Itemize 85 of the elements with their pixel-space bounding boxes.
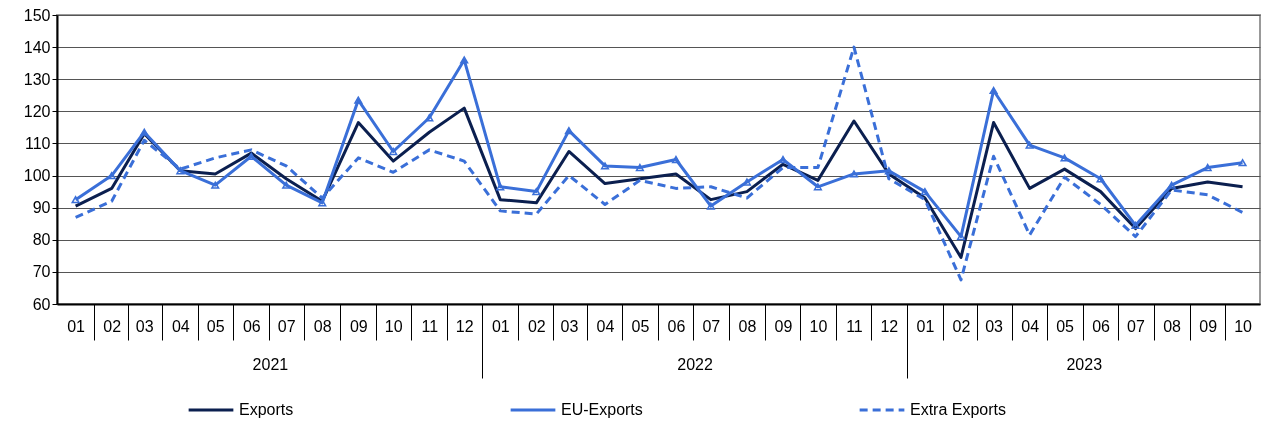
x-tick-label: 07 bbox=[702, 317, 721, 335]
point bbox=[1060, 154, 1069, 162]
y-tick-label: 150 bbox=[23, 6, 51, 24]
x-tick-label: 06 bbox=[667, 317, 686, 335]
point bbox=[107, 171, 116, 180]
y-tick-label: 90 bbox=[32, 199, 51, 217]
x-tick-label: 09 bbox=[774, 317, 793, 335]
text: 2023 bbox=[1066, 355, 1103, 373]
x-tick-label: 07 bbox=[277, 317, 296, 335]
point bbox=[706, 202, 715, 210]
point bbox=[778, 155, 788, 164]
x-tick-label: 03 bbox=[985, 317, 1004, 335]
point bbox=[460, 56, 469, 64]
x-tick-label: 01 bbox=[491, 317, 510, 335]
x-tick-label: 02 bbox=[527, 317, 546, 335]
point bbox=[1096, 175, 1105, 183]
x-tick-label: 10 bbox=[1234, 317, 1253, 335]
x-tick-label: 02 bbox=[103, 317, 122, 335]
line-series bbox=[74, 45, 1245, 282]
point bbox=[425, 114, 434, 122]
x-tick-label: 10 bbox=[809, 317, 828, 335]
x-tick-label: 07 bbox=[1127, 317, 1146, 335]
x-tick-label: 02 bbox=[952, 317, 971, 335]
point bbox=[1167, 181, 1176, 189]
point bbox=[920, 187, 930, 196]
x-tick-label: 08 bbox=[1163, 317, 1182, 335]
point bbox=[600, 162, 610, 170]
point bbox=[989, 86, 998, 95]
y-tick-label: 130 bbox=[23, 70, 51, 88]
x-tick-label: 11 bbox=[421, 317, 439, 335]
x-tick-label: 04 bbox=[596, 317, 615, 335]
point bbox=[1025, 141, 1034, 149]
point bbox=[71, 195, 80, 204]
point bbox=[176, 167, 185, 175]
x-tick-label: 08 bbox=[738, 317, 757, 335]
point bbox=[496, 183, 505, 191]
point bbox=[140, 128, 149, 136]
x-tick-label: 06 bbox=[242, 317, 261, 335]
point bbox=[849, 170, 859, 178]
point bbox=[1238, 159, 1247, 167]
x-tick-label: 11 bbox=[846, 317, 863, 335]
legend-label: Exports bbox=[239, 401, 294, 418]
x-tick-label: 05 bbox=[206, 317, 225, 335]
x-tick-label: 12 bbox=[880, 317, 899, 335]
x-tick-label: 01 bbox=[916, 317, 935, 335]
x-tick-label: 01 bbox=[67, 317, 86, 335]
point bbox=[742, 178, 752, 186]
point bbox=[532, 187, 541, 196]
legend-label: Extra Exports bbox=[910, 401, 1007, 418]
text: 2022 bbox=[677, 355, 713, 373]
y-tick-label: 110 bbox=[24, 134, 51, 152]
legend-label: EU-Exports bbox=[561, 401, 643, 418]
x-tick-label: 03 bbox=[560, 317, 579, 335]
point bbox=[389, 147, 398, 156]
point bbox=[1131, 221, 1140, 229]
y-tick-label: 70 bbox=[32, 263, 51, 281]
text: 2021 bbox=[252, 355, 289, 373]
point bbox=[354, 96, 363, 104]
y-tick-label: 60 bbox=[32, 295, 51, 313]
point bbox=[318, 199, 327, 207]
x-tick-label: 05 bbox=[1056, 317, 1075, 335]
x-tick-label: 05 bbox=[631, 317, 650, 335]
x-tick-label: 08 bbox=[313, 317, 332, 335]
line-series bbox=[74, 106, 1245, 259]
x-tick-label: 12 bbox=[455, 317, 474, 335]
x-tick-label: 09 bbox=[1199, 317, 1218, 335]
x-tick-label: 04 bbox=[1021, 317, 1040, 335]
y-tick-label: 100 bbox=[23, 167, 51, 185]
x-tick-label: 03 bbox=[135, 317, 154, 335]
point bbox=[671, 155, 681, 164]
y-tick-label: 80 bbox=[32, 231, 51, 249]
x-tick-label: 04 bbox=[171, 317, 190, 335]
y-tick-label: 120 bbox=[23, 102, 51, 120]
point bbox=[884, 167, 893, 175]
point bbox=[635, 163, 644, 172]
x-tick-label: 06 bbox=[1092, 317, 1111, 335]
point bbox=[1203, 163, 1212, 172]
point bbox=[282, 181, 291, 189]
x-tick-label: 09 bbox=[349, 317, 368, 335]
y-tick-label: 140 bbox=[23, 38, 51, 56]
point bbox=[813, 183, 822, 191]
x-tick-label: 10 bbox=[384, 317, 403, 335]
point bbox=[956, 232, 966, 241]
point bbox=[211, 181, 220, 189]
point bbox=[564, 126, 574, 135]
